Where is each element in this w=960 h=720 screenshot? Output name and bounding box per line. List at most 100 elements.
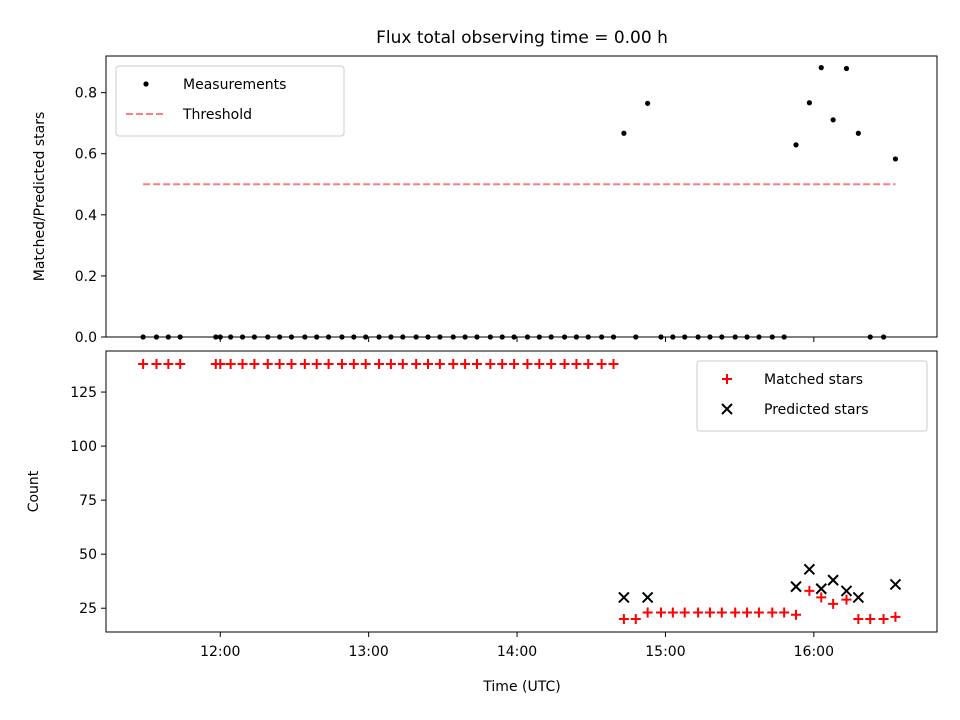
- data-point: [561, 334, 568, 340]
- y-tick-label: 0.8: [75, 86, 97, 102]
- figure-title: Flux total observing time = 0.00 h: [376, 28, 668, 48]
- x-tick-label: 16:00: [794, 644, 834, 660]
- data-point: [630, 614, 641, 625]
- data-point: [536, 334, 542, 340]
- data-point: [314, 334, 320, 340]
- y-axis-label: Count: [26, 470, 42, 512]
- data-point: [153, 334, 160, 340]
- x-tick-label: 14:00: [497, 644, 537, 660]
- data-point: [460, 358, 471, 369]
- data-point: [791, 609, 802, 620]
- data-point: [695, 334, 701, 340]
- legend-marker-key: [721, 403, 733, 415]
- y-axis-label: Matched/Predicted stars: [32, 112, 48, 282]
- series-predicted-stars: [618, 563, 902, 604]
- data-point: [413, 334, 419, 340]
- bottom-axes-star-counts: 12:00 13:00 14:00 15:00 16:00 25 50 75 100 125 Cou…: [26, 350, 938, 660]
- data-point: [585, 334, 591, 340]
- data-point: [642, 607, 653, 618]
- data-point: [448, 358, 459, 369]
- y-tick-label: 0.4: [75, 208, 97, 224]
- data-point: [138, 358, 149, 369]
- data-point: [840, 585, 853, 597]
- data-point: [336, 358, 347, 369]
- data-point: [704, 607, 715, 618]
- data-point: [730, 607, 741, 618]
- data-point: [641, 591, 654, 604]
- y-tick-label: 0.6: [75, 147, 97, 163]
- data-point: [732, 334, 738, 340]
- data-point: [769, 334, 775, 340]
- data-point: [781, 334, 787, 340]
- data-point: [237, 358, 248, 369]
- data-point: [385, 358, 396, 369]
- data-point: [546, 358, 557, 369]
- y-tick-label: 100: [70, 439, 97, 455]
- data-point: [865, 614, 876, 625]
- data-point: [534, 358, 545, 369]
- data-point: [815, 583, 827, 595]
- data-point: [645, 100, 651, 106]
- data-point: [215, 358, 226, 369]
- data-point: [400, 334, 406, 340]
- legend-entry-label: Matched stars: [764, 372, 863, 388]
- data-point: [892, 156, 899, 162]
- data-point: [779, 607, 790, 618]
- legend-marker-key: [143, 81, 149, 87]
- data-point: [548, 334, 554, 340]
- data-point: [767, 607, 778, 618]
- data-point: [790, 580, 802, 593]
- data-point: [878, 614, 889, 625]
- data-point: [325, 334, 332, 340]
- data-point: [670, 334, 676, 340]
- data-point: [274, 358, 285, 369]
- data-point: [621, 130, 627, 136]
- y-tick-label: 50: [79, 547, 97, 563]
- data-point: [804, 585, 815, 596]
- data-point: [140, 334, 146, 340]
- x-tick-label: 12:00: [200, 644, 240, 660]
- legend-marker-key: [722, 374, 732, 384]
- data-point: [351, 334, 357, 340]
- data-point: [397, 358, 408, 369]
- data-point: [302, 334, 308, 340]
- data-point: [756, 334, 762, 340]
- legend: Measurements Threshold: [115, 65, 345, 137]
- data-point: [816, 592, 827, 603]
- data-point: [363, 334, 369, 340]
- data-point: [225, 358, 236, 369]
- data-point: [571, 358, 582, 369]
- data-point: [450, 334, 456, 340]
- data-point: [583, 358, 594, 369]
- data-point: [667, 607, 678, 618]
- data-point: [374, 358, 385, 369]
- data-point: [803, 563, 816, 576]
- y-tick-label: 0.2: [75, 269, 97, 285]
- data-point: [608, 358, 619, 369]
- data-point: [818, 65, 824, 71]
- data-point: [599, 334, 605, 340]
- data-point: [217, 334, 223, 340]
- y-tick-label: 25: [79, 601, 97, 617]
- data-point: [175, 358, 186, 369]
- data-point: [679, 607, 690, 618]
- data-point: [843, 65, 850, 72]
- data-point: [853, 614, 864, 625]
- data-point: [434, 358, 445, 369]
- data-point: [693, 607, 704, 618]
- data-point: [165, 334, 171, 340]
- data-point: [471, 358, 482, 369]
- data-point: [228, 334, 234, 340]
- data-point: [497, 358, 508, 369]
- data-point: [213, 334, 219, 340]
- data-point: [376, 334, 382, 340]
- x-axis-label: Time (UTC): [482, 679, 560, 695]
- data-point: [793, 142, 799, 148]
- data-point: [277, 334, 283, 340]
- data-point: [462, 334, 468, 340]
- data-point: [485, 358, 496, 369]
- data-point: [339, 334, 345, 340]
- data-point: [474, 334, 480, 340]
- data-point: [573, 334, 580, 340]
